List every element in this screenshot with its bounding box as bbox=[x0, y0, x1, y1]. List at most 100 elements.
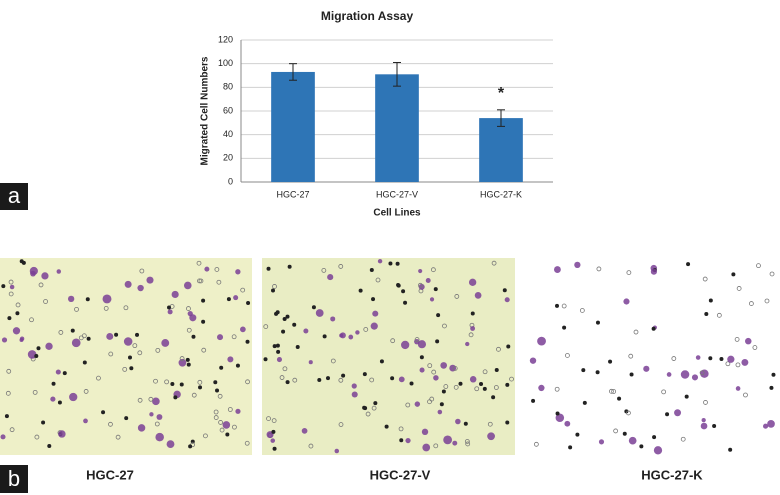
cell bbox=[452, 440, 458, 446]
pore bbox=[198, 385, 203, 390]
pore bbox=[282, 316, 287, 321]
cell bbox=[146, 276, 154, 284]
cell bbox=[422, 443, 431, 452]
pore bbox=[629, 372, 634, 377]
cell bbox=[370, 322, 378, 330]
pore bbox=[414, 337, 420, 342]
pore bbox=[201, 319, 206, 324]
pore bbox=[191, 392, 197, 398]
cell bbox=[674, 409, 682, 417]
pore bbox=[263, 357, 268, 362]
pore bbox=[186, 327, 192, 333]
cell bbox=[183, 281, 192, 290]
cell bbox=[377, 258, 383, 264]
pore bbox=[179, 356, 185, 361]
pore bbox=[70, 328, 75, 333]
cell bbox=[161, 339, 170, 347]
cell bbox=[276, 356, 283, 363]
pore bbox=[633, 329, 639, 335]
cell bbox=[419, 367, 425, 373]
cell bbox=[598, 439, 605, 445]
cell bbox=[0, 434, 6, 440]
pore bbox=[465, 441, 471, 447]
pore bbox=[609, 388, 614, 394]
y-axis-title: Migrated Cell Numbers bbox=[200, 56, 211, 165]
pore bbox=[728, 447, 733, 452]
pore bbox=[338, 422, 344, 427]
pore bbox=[491, 260, 497, 266]
pore bbox=[491, 395, 496, 400]
error-bar bbox=[497, 109, 505, 127]
pore bbox=[608, 359, 613, 364]
pore bbox=[272, 344, 277, 349]
cell bbox=[55, 369, 61, 375]
cell bbox=[538, 384, 545, 392]
pore bbox=[34, 354, 39, 359]
pore bbox=[736, 286, 742, 291]
pore bbox=[371, 297, 376, 302]
pore bbox=[266, 416, 271, 421]
cell bbox=[468, 278, 477, 286]
pore bbox=[82, 360, 87, 365]
pore bbox=[281, 329, 286, 334]
pore bbox=[148, 396, 154, 402]
pore bbox=[179, 382, 184, 387]
cell bbox=[700, 369, 709, 378]
pore bbox=[15, 302, 21, 308]
pore bbox=[321, 267, 327, 273]
pore bbox=[399, 438, 404, 443]
cell bbox=[355, 330, 360, 335]
pore bbox=[595, 370, 600, 375]
pore bbox=[123, 305, 129, 311]
pore bbox=[626, 270, 632, 275]
cell bbox=[666, 372, 672, 377]
cell bbox=[401, 340, 410, 350]
pore bbox=[285, 380, 290, 385]
micrographs bbox=[0, 258, 780, 455]
cell bbox=[440, 362, 448, 369]
cell bbox=[735, 386, 741, 391]
y-tick-label: 80 bbox=[223, 82, 233, 92]
pore bbox=[232, 424, 237, 430]
pore bbox=[115, 434, 121, 440]
cell bbox=[437, 409, 443, 415]
pore bbox=[430, 267, 436, 273]
pore bbox=[279, 375, 285, 380]
pore bbox=[398, 426, 404, 432]
cell bbox=[102, 294, 112, 304]
cell bbox=[741, 358, 749, 366]
error-bar bbox=[289, 63, 297, 81]
pore bbox=[373, 401, 378, 406]
pore bbox=[34, 434, 40, 440]
cell bbox=[334, 448, 340, 454]
micrograph bbox=[262, 258, 515, 455]
pore bbox=[624, 409, 629, 414]
pore bbox=[405, 402, 411, 408]
pore bbox=[240, 287, 246, 293]
cell bbox=[745, 337, 752, 345]
pore bbox=[245, 379, 250, 385]
cell bbox=[433, 375, 439, 381]
pore bbox=[32, 389, 38, 395]
pore bbox=[474, 386, 480, 392]
pore bbox=[442, 323, 447, 329]
pore bbox=[167, 305, 172, 310]
pore bbox=[533, 441, 539, 447]
cell bbox=[417, 340, 427, 349]
pore bbox=[219, 365, 224, 370]
cell bbox=[41, 272, 49, 280]
pore bbox=[338, 377, 344, 383]
cell bbox=[469, 376, 477, 383]
pore bbox=[218, 420, 223, 425]
pore bbox=[6, 368, 12, 374]
pore bbox=[439, 402, 444, 407]
cell bbox=[330, 316, 336, 322]
pore bbox=[684, 394, 689, 399]
cell bbox=[156, 414, 163, 420]
pore bbox=[186, 306, 191, 311]
pore bbox=[581, 368, 586, 373]
error-bar bbox=[393, 61, 401, 87]
pore bbox=[235, 363, 240, 368]
cell bbox=[474, 292, 482, 299]
pore bbox=[505, 420, 510, 425]
